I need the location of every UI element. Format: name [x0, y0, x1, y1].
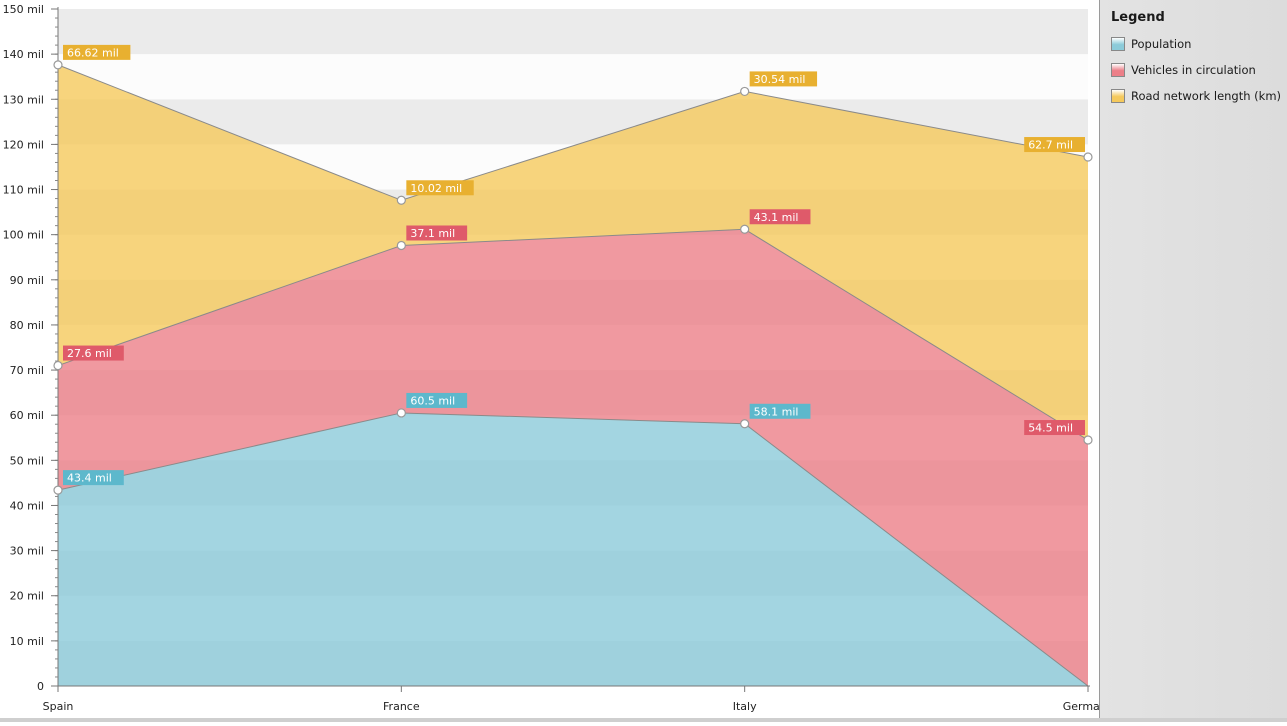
y-tick-label: 100 mil [3, 229, 44, 242]
grid-band [58, 9, 1088, 55]
data-label-bg [1024, 137, 1085, 153]
y-tick-label: 20 mil [10, 590, 44, 603]
y-tick-label: 0 [37, 680, 44, 693]
data-point [1083, 152, 1093, 162]
area-2 [58, 64, 1088, 441]
y-tick-label: 110 mil [3, 184, 44, 197]
data-label: 37.1 mil [406, 225, 468, 241]
legend-label-vehicles: Vehicles in circulation [1131, 63, 1256, 77]
data-point [1083, 435, 1093, 445]
data-label-bg [749, 403, 811, 419]
legend-swatch-road-network [1111, 89, 1125, 103]
legend-label-road-network: Road network length (km) [1131, 89, 1282, 103]
chart-plot-area: 0 10 mil 20 mil 30 mil 40 mil 50 mil 60 mil 70 … [3, 3, 1114, 713]
data-label-bg [63, 44, 131, 60]
data-label-bg [63, 470, 124, 486]
y-tick-label: 120 mil [3, 138, 44, 151]
data-label-bg [406, 392, 468, 408]
data-point [53, 485, 63, 495]
x-tick-label: France [383, 700, 420, 713]
x-tick-label: Spain [43, 700, 74, 713]
data-label-text: 27.6 mil [67, 347, 112, 360]
area-0 [58, 412, 1088, 686]
data-label: 43.1 mil [749, 209, 811, 225]
legend-panel: Legend Population Vehicles in circulatio… [1099, 0, 1287, 722]
data-label-bg [749, 209, 811, 225]
y-tick-label: 50 mil [10, 454, 44, 467]
y-tick-label: 150 mil [3, 3, 44, 16]
data-label-text: 62.7 mil [1028, 139, 1073, 152]
data-point [396, 195, 406, 205]
data-label: 27.6 mil [63, 345, 124, 361]
bottom-border [0, 718, 1287, 722]
legend-swatch-population [1111, 37, 1125, 51]
data-point [53, 60, 63, 70]
data-label-bg [63, 345, 124, 361]
data-point [740, 86, 750, 97]
legend-swatch-vehicles [1111, 63, 1125, 77]
y-tick-label: 140 mil [3, 48, 44, 61]
data-label: 30.54 mil [749, 71, 818, 87]
data-label-text: 37.1 mil [410, 227, 455, 240]
stacked-area-chart: 0 10 mil 20 mil 30 mil 40 mil 50 mil 60 mil 70 … [3, 3, 1114, 713]
data-label-bg [749, 71, 818, 87]
data-label-text: 66.62 mil [67, 46, 119, 59]
data-label-text: 60.5 mil [410, 394, 455, 407]
grid-band [58, 54, 1088, 100]
x-tick-label: Italy [733, 700, 757, 713]
data-point [53, 360, 63, 371]
data-label-bg [1024, 420, 1085, 436]
data-point [396, 240, 406, 251]
series-areas [57, 64, 1089, 687]
y-tick-label: 70 mil [10, 364, 44, 377]
legend-item-population[interactable]: Population [1111, 35, 1191, 53]
legend-title: Legend [1111, 10, 1165, 25]
data-label: 60.5 mil [406, 392, 468, 408]
data-label-bg [406, 180, 474, 196]
data-point [740, 419, 750, 429]
legend-item-vehicles[interactable]: Vehicles in circulation [1111, 61, 1256, 79]
legend-label-population: Population [1131, 37, 1192, 51]
y-tick-label: 30 mil [10, 545, 44, 558]
data-labels: 43.4 mil 60.5 mil 58.1 mil 27.6 mil 37.1 mil… [63, 44, 1085, 486]
y-tick-label: 80 mil [10, 319, 44, 332]
data-markers [53, 60, 1093, 495]
data-label: 66.62 mil [63, 44, 131, 60]
data-label-text: 58.1 mil [754, 405, 799, 418]
y-tick-label: 10 mil [10, 635, 44, 648]
data-label: 54.5 mil [1024, 420, 1085, 436]
x-tick-label: Germany [1063, 700, 1100, 713]
series-line-0 [57, 412, 1089, 687]
axes: 0 10 mil 20 mil 30 mil 40 mil 50 mil 60 mil 70 … [3, 3, 1114, 713]
series-line-2 [57, 64, 1089, 201]
data-label: 43.4 mil [63, 470, 124, 486]
data-label-text: 43.1 mil [754, 211, 799, 224]
y-tick-label: 40 mil [10, 499, 44, 512]
data-point [396, 408, 406, 418]
y-tick-label: 90 mil [10, 274, 44, 287]
data-label: 62.7 mil [1024, 137, 1085, 153]
data-label: 10.02 mil [406, 180, 474, 196]
legend-item-road-network[interactable]: Road network length (km) [1111, 87, 1281, 105]
y-tick-label: 130 mil [3, 93, 44, 106]
data-label-text: 30.54 mil [754, 73, 806, 86]
data-point [740, 224, 750, 234]
y-tick-label: 60 mil [10, 409, 44, 422]
series-line-1 [57, 228, 1089, 441]
data-label-text: 54.5 mil [1028, 422, 1073, 435]
data-label-text: 43.4 mil [67, 472, 112, 485]
data-label-text: 10.02 mil [410, 182, 462, 195]
data-label-bg [406, 225, 468, 241]
data-label: 58.1 mil [749, 403, 811, 419]
area-1 [58, 229, 1088, 686]
